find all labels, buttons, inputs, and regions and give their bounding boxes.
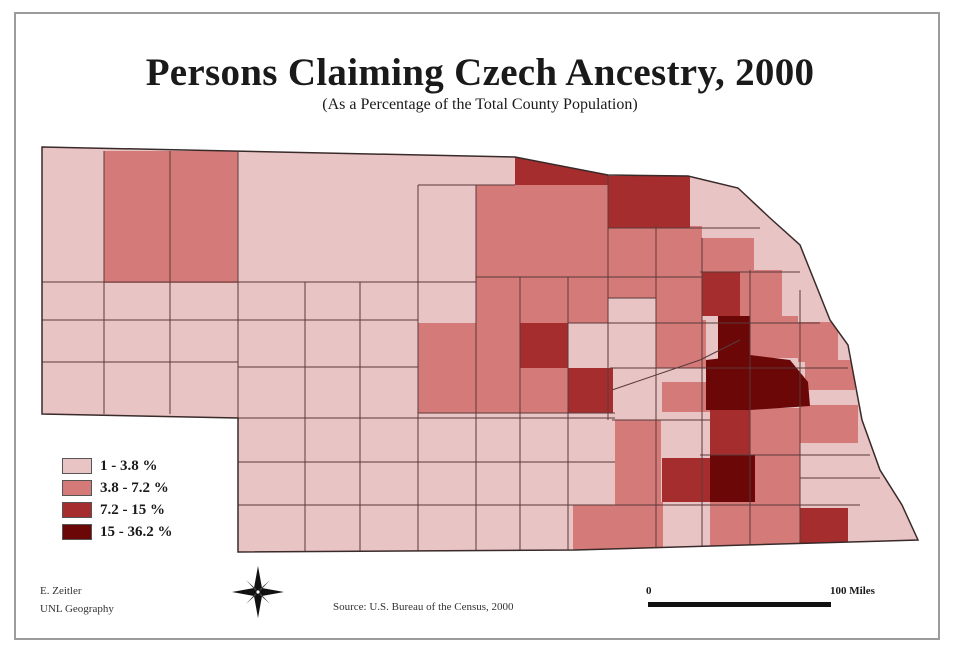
county [573,505,615,552]
scale-start-label: 0 [646,585,652,597]
county [615,502,663,552]
author-name: E. Zeitler [40,585,82,597]
state-outline [41,146,920,553]
county [104,151,170,223]
class-15-to-36-2 [706,316,810,502]
county [706,355,810,410]
county [476,185,516,277]
county [798,322,838,362]
county [656,226,702,274]
county [104,223,170,283]
county [608,176,690,228]
data-source: Source: U.S. Bureau of the Census, 2000 [333,601,514,613]
county [710,502,755,552]
county [702,272,740,316]
scale-bar [648,602,831,607]
map-title: Persons Claiming Czech Ancestry, 2000 [145,51,815,94]
county [662,458,710,502]
legend-swatch [62,524,92,540]
county [476,277,516,323]
class-7-2-to-15 [515,155,848,548]
legend-swatch [62,458,92,474]
county [755,478,800,552]
county [800,508,848,548]
county [662,382,710,412]
county [615,420,661,502]
legend-item: 3.8 - 7.2 % [62,477,173,499]
compass-rose-icon [232,566,284,618]
scale-end-label: 100 Miles [830,585,875,597]
legend-swatch [62,502,92,518]
county [520,323,568,368]
county [608,228,656,298]
map-subtitle: (As a Percentage of the Total County Pop… [322,96,638,113]
county [710,410,750,455]
county [516,172,608,277]
county [805,360,855,390]
legend: 1 - 3.8 % 3.8 - 7.2 % 7.2 - 15 % 15 - 36… [62,455,173,543]
author-credit: E. Zeitler UNL Geography [40,582,114,618]
county [418,323,520,413]
county [740,270,782,316]
legend-swatch [62,480,92,496]
author-affiliation: UNL Geography [40,603,114,615]
class-3-8-to-7-2 [104,151,858,552]
county [656,320,706,368]
county-boundaries [42,151,880,552]
county [710,455,755,502]
legend-label: 15 - 36.2 % [100,523,173,540]
legend-item: 15 - 36.2 % [62,521,173,543]
county [520,368,568,413]
county [516,277,568,323]
legend-item: 7.2 - 15 % [62,499,173,521]
legend-label: 1 - 3.8 % [100,457,158,474]
legend-label: 3.8 - 7.2 % [100,479,169,496]
county [702,238,754,272]
legend-label: 7.2 - 15 % [100,501,165,518]
legend-item: 1 - 3.8 % [62,455,173,477]
county [568,368,613,413]
county [568,277,608,323]
county [750,316,798,358]
county [656,274,702,320]
county [170,151,238,283]
county [800,405,858,443]
county [750,408,800,480]
